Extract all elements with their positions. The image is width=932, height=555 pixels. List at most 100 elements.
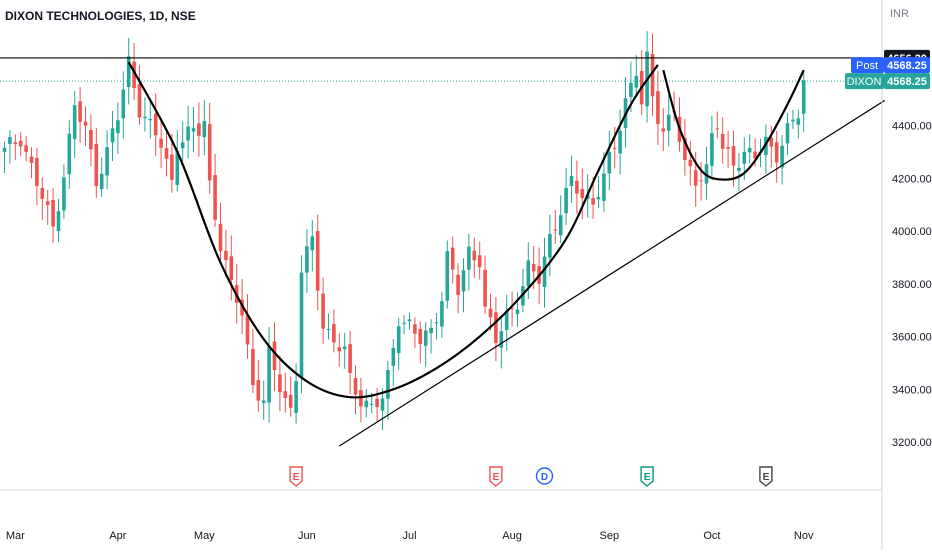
candle-body [213,175,217,220]
candle [429,319,433,354]
candle [164,127,169,177]
candle [785,112,790,156]
candle [477,241,482,280]
dividend-marker[interactable]: D [535,467,554,485]
candle-body [656,91,660,124]
candle-body [477,255,482,268]
candle [791,109,795,129]
earnings-icon [289,466,303,487]
earnings-marker[interactable]: E [489,466,503,487]
candle [116,102,120,154]
price-tick-label: 4200.00 [892,173,932,185]
candle [418,321,423,364]
candle-body [8,137,12,144]
candle [72,91,77,158]
candle [35,147,39,206]
candle-body [737,167,741,171]
candle-body [683,138,687,161]
candle [170,133,174,193]
candle-body [170,154,174,180]
candle-body [391,347,396,366]
candle-body [380,398,385,411]
candle [29,147,34,179]
candle-body [467,246,471,270]
candle [218,202,223,264]
drawings-layer[interactable] [0,57,886,447]
candle-body [418,328,423,345]
candle [774,131,779,183]
price-tick-label: 4000.00 [892,226,932,238]
candle [639,50,644,115]
candle [191,107,196,153]
price-tick-label: 3600.00 [892,332,932,344]
candle [89,114,93,167]
candle-body [283,391,288,399]
candle [153,93,158,157]
candle-body [240,299,244,316]
earnings-marker[interactable]: E [759,466,773,487]
candle-body [564,188,568,214]
event-letter: D [541,472,548,483]
candle-body [445,251,450,301]
candle-body [288,394,293,408]
candle-body [353,377,358,395]
candle-body [731,146,736,166]
candle-body [191,128,196,132]
candle-body [29,156,34,163]
symbol-title: DIXON TECHNOLOGIES, 1D, NSE [5,9,196,23]
symbol-tag: DIXON [847,76,882,88]
candle [224,229,228,278]
candle [726,131,730,168]
candle [450,236,455,284]
candle-body [24,145,28,152]
earnings-marker[interactable]: E [640,466,654,487]
cup-curve [127,61,659,399]
candle [13,134,18,160]
candle-body [164,148,169,159]
candle [618,109,622,175]
candle-body [423,330,428,346]
candle [126,37,131,105]
candle [542,237,547,308]
candle-body [35,157,39,186]
candle-body [413,324,417,334]
time-axis[interactable]: Mar Apr May Jun Jul Aug Sep Oct Nov [6,530,814,542]
candle-body [575,180,579,194]
candle-body [175,150,180,185]
candle [661,108,666,152]
candle-body [742,151,747,164]
post-market-badge: Post 4568.25 [851,57,930,74]
candle [650,33,655,117]
candle-body [553,229,558,231]
candle-body [450,247,455,270]
candle-body [56,211,61,232]
event-letter: E [644,472,651,483]
candle [159,118,163,169]
candle [332,309,336,353]
candle-body [602,173,606,201]
earnings-marker[interactable]: E [289,466,303,487]
candle-body [207,123,212,181]
post-market-title: Post [856,60,878,72]
candle-body [785,123,790,144]
candle-body [116,120,120,134]
candle [704,146,709,200]
currency-label: INR [890,8,909,20]
candle-body [229,256,234,280]
candle-body [321,293,325,329]
candle-body [272,341,277,371]
candle [423,322,428,367]
time-tick-label: Mar [6,530,25,542]
candle [510,291,514,327]
price-axis[interactable]: 3200.00 3400.00 3600.00 3800.00 4000.00 4200.… [892,121,932,450]
candle-body [715,128,720,130]
candle-body [510,308,514,310]
candle [764,124,768,174]
candle-body [251,348,255,386]
candle [175,130,180,192]
candle [634,55,639,97]
candle-body [612,147,617,149]
